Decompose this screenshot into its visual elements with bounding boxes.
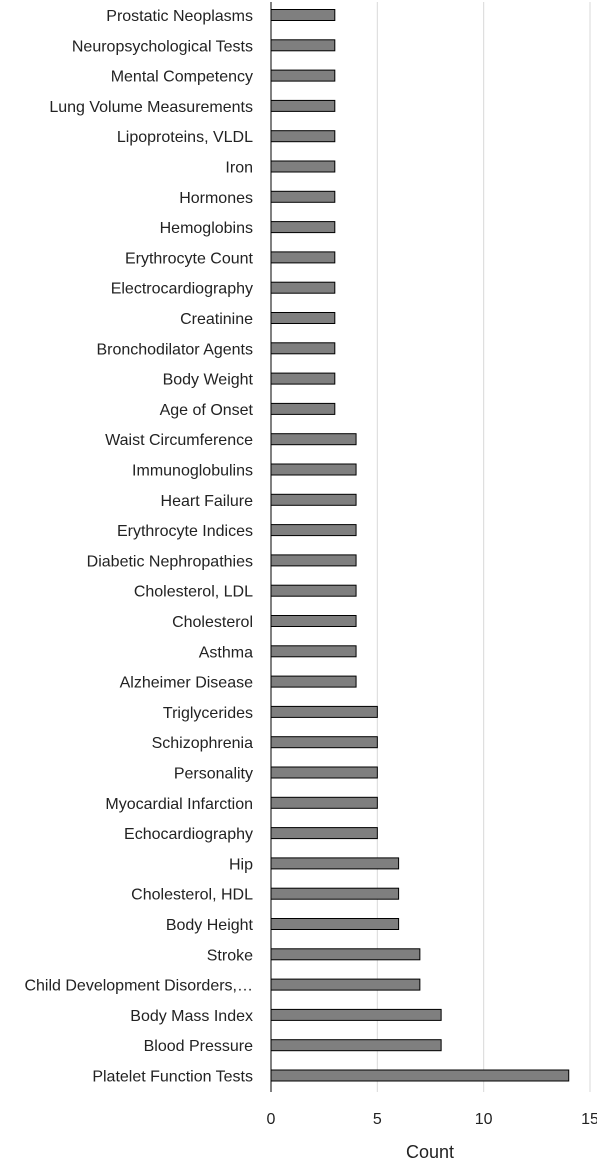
category-label: Hemoglobins [160,220,253,237]
bar [270,372,336,385]
category-label: Mental Competency [111,69,253,86]
category-label: Waist Circumference [105,432,253,449]
bar [270,9,336,21]
bar [270,615,357,627]
x-tick-label: 15 [581,1111,597,1128]
category-label: Hormones [179,190,253,207]
bar [270,342,336,355]
category-label: Lung Volume Measurements [49,99,253,116]
bar [270,645,357,658]
category-label: Stroke [207,947,253,964]
category-label: Age of Onset [160,402,254,419]
bar [270,554,357,567]
bar [270,1069,570,1082]
category-labels: Prostatic Neoplasms Neuropsychological Te… [24,8,253,1086]
bar [270,130,336,143]
bar [270,857,400,870]
bar [270,948,421,961]
bar [270,887,400,900]
category-label: Lipoproteins, VLDL [117,129,253,146]
category-label: Erythrocyte Count [125,250,254,267]
bar [270,978,421,991]
category-label: Schizophrenia [152,735,254,752]
x-tick-label: 0 [267,1111,276,1128]
category-label: Asthma [199,644,253,661]
bar [270,433,357,446]
bar [270,796,378,809]
gridlines [376,2,591,1092]
category-label: Diabetic Nephropathies [87,553,253,570]
bar [270,312,336,324]
category-label: Neuropsychological Tests [72,38,253,55]
bar [270,463,357,476]
category-label: Hip [229,856,253,873]
bar [270,918,400,930]
bars [270,9,570,1082]
category-label: Body Weight [163,372,254,389]
x-axis-title: Count [406,1142,454,1162]
category-label: Bronchodilator Agents [96,341,253,358]
category-label: Echocardiography [124,826,253,843]
category-label: Erythrocyte Indices [117,523,253,540]
bar [270,251,336,264]
category-label: Platelet Function Tests [92,1069,253,1086]
category-label: Immunoglobulins [132,463,253,480]
category-label: Iron [225,160,253,177]
bar [270,281,336,294]
x-tick-label: 5 [373,1111,382,1128]
bar [270,736,378,749]
category-label: Myocardial Infarction [105,796,253,813]
bar [270,1039,442,1052]
category-label: Heart Failure [161,493,254,510]
x-tick-label: 10 [475,1111,493,1128]
bar [270,221,336,234]
axes: 0 5 10 15 [267,2,597,1128]
category-label: Cholesterol, LDL [134,584,253,601]
bar [270,675,357,688]
bar [270,705,378,718]
category-label: Triglycerides [163,705,253,722]
bar [270,493,357,506]
bar [270,160,336,173]
bar [270,69,336,82]
category-label: Creatinine [180,311,253,328]
category-label: Prostatic Neoplasms [106,8,253,25]
bar [270,190,336,203]
category-label: Cholesterol, HDL [131,887,253,904]
category-label: Personality [174,766,253,783]
category-label: Blood Pressure [144,1038,253,1055]
category-label: Electrocardiography [111,281,253,298]
bar [270,1008,442,1021]
bar [270,827,378,840]
bar [270,524,357,537]
bar [270,402,336,415]
category-label: Cholesterol [172,614,253,631]
category-label: Body Height [166,917,254,934]
bar [270,766,378,779]
category-label: Alzheimer Disease [120,675,253,692]
bar [270,584,357,597]
bar [270,39,336,52]
category-label: Child Development Disorders,… [24,978,253,995]
category-label: Body Mass Index [130,1008,253,1025]
bar [270,99,336,112]
